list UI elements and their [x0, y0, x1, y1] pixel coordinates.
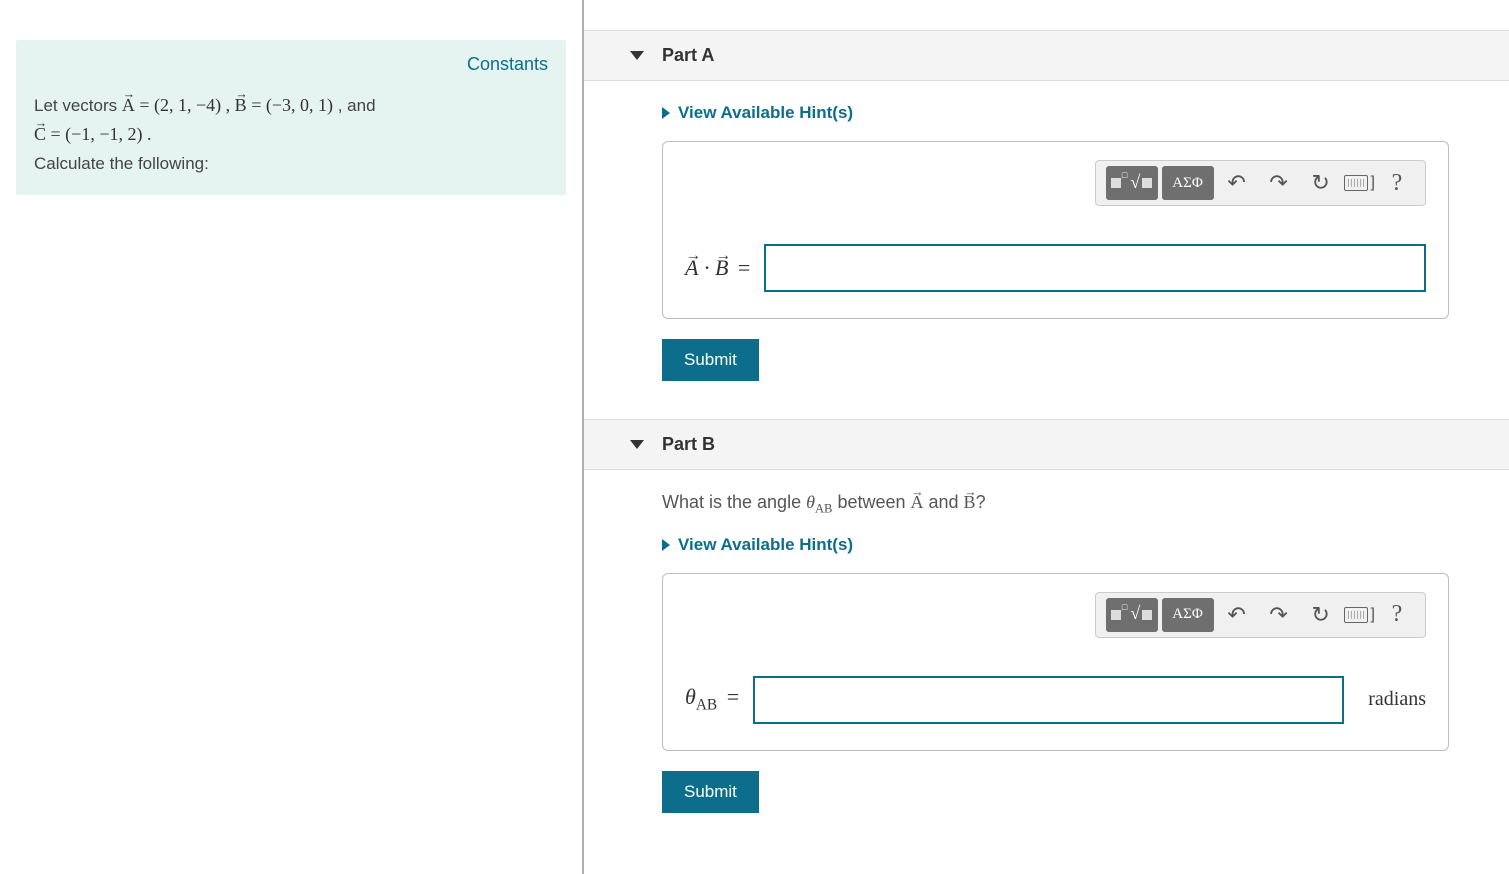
answer-box-a: □√ ΑΣΦ ↶ ↷ ↻ ] ? A · B = [662, 141, 1449, 319]
text-fragment: between [832, 492, 910, 512]
toolbar-row: □√ ΑΣΦ ↶ ↷ ↻ ] ? [685, 592, 1426, 638]
answer-input-a[interactable] [764, 244, 1426, 292]
vector-B: B [235, 91, 247, 120]
help-button[interactable]: ? [1379, 598, 1415, 632]
equals: = [732, 255, 750, 280]
caret-down-icon [630, 51, 644, 60]
separator: , and [333, 96, 376, 115]
separator: , [221, 95, 235, 115]
right-panel: Part A View Available Hint(s) □√ ΑΣΦ ↶ [584, 0, 1509, 874]
hints-label: View Available Hint(s) [678, 535, 853, 554]
problem-text: Let vectors A = (2, 1, −4) , B = (−3, 0,… [34, 91, 548, 177]
caret-down-icon [630, 440, 644, 449]
part-title: Part B [662, 434, 715, 455]
left-panel: Constants Let vectors A = (2, 1, −4) , B… [0, 0, 584, 874]
reset-button[interactable]: ↻ [1302, 166, 1340, 200]
equals: = [721, 684, 739, 709]
theta-sub: AB [815, 502, 833, 516]
submit-button-b[interactable]: Submit [662, 771, 759, 813]
hints-toggle[interactable]: View Available Hint(s) [662, 103, 1449, 123]
undo-button[interactable]: ↶ [1218, 598, 1256, 632]
toolbar-row: □√ ΑΣΦ ↶ ↷ ↻ ] ? [685, 160, 1426, 206]
text-fragment: What is the angle [662, 492, 806, 512]
part-b-section: Part B What is the angle θAB between A a… [584, 419, 1509, 813]
text-fragment: and [924, 492, 964, 512]
hints-label: View Available Hint(s) [678, 103, 853, 122]
greek-button[interactable]: ΑΣΦ [1162, 166, 1214, 200]
greek-button[interactable]: ΑΣΦ [1162, 598, 1214, 632]
input-row: A · B = [685, 244, 1426, 292]
hints-toggle[interactable]: View Available Hint(s) [662, 535, 1449, 555]
part-b-header[interactable]: Part B [584, 419, 1509, 470]
constants-link[interactable]: Constants [34, 54, 548, 75]
redo-button[interactable]: ↷ [1260, 166, 1298, 200]
redo-button[interactable]: ↷ [1260, 598, 1298, 632]
part-a-body: View Available Hint(s) □√ ΑΣΦ ↶ ↷ ↻ ] [584, 81, 1509, 381]
bracket: ] [1371, 174, 1375, 192]
unit-label: radians [1368, 688, 1426, 711]
value-B: = (−3, 0, 1) [247, 95, 333, 115]
keyboard-icon [1344, 175, 1368, 191]
help-button[interactable]: ? [1379, 166, 1415, 200]
text-fragment: ? [976, 492, 986, 512]
undo-button[interactable]: ↶ [1218, 166, 1256, 200]
theta-sub: AB [696, 697, 717, 714]
answer-box-b: □√ ΑΣΦ ↶ ↷ ↻ ] ? θAB = [662, 573, 1449, 751]
variable-label-b: θAB = [685, 684, 739, 714]
input-row: θAB = radians [685, 676, 1426, 724]
question-text: What is the angle θAB between A and B? [662, 492, 1449, 517]
theta: θ [806, 492, 815, 512]
caret-right-icon [662, 539, 670, 551]
template-icon: □√ [1111, 604, 1152, 625]
problem-statement-box: Constants Let vectors A = (2, 1, −4) , B… [16, 40, 566, 195]
template-button[interactable]: □√ [1106, 598, 1158, 632]
equation-toolbar: □√ ΑΣΦ ↶ ↷ ↻ ] ? [1095, 592, 1426, 638]
vec-B: B [964, 492, 976, 513]
part-a-header[interactable]: Part A [584, 30, 1509, 81]
value-A: = (2, 1, −4) [135, 95, 221, 115]
vector-A: A [122, 91, 135, 120]
value-C: = (−1, −1, 2) [46, 124, 142, 144]
part-title: Part A [662, 45, 714, 66]
main-layout: Constants Let vectors A = (2, 1, −4) , B… [0, 0, 1509, 874]
text-fragment: Calculate the following: [34, 154, 209, 173]
bracket: ] [1371, 606, 1375, 624]
equation-toolbar: □√ ΑΣΦ ↶ ↷ ↻ ] ? [1095, 160, 1426, 206]
part-a-section: Part A View Available Hint(s) □√ ΑΣΦ ↶ [584, 30, 1509, 381]
keyboard-button[interactable]: ] [1344, 174, 1375, 192]
template-button[interactable]: □√ [1106, 166, 1158, 200]
variable-label-a: A · B = [685, 255, 750, 281]
caret-right-icon [662, 107, 670, 119]
keyboard-icon [1344, 607, 1368, 623]
theta: θ [685, 684, 696, 709]
period: . [142, 124, 151, 144]
vec-B-label: B [715, 255, 728, 281]
answer-input-b[interactable] [753, 676, 1344, 724]
vector-C: C [34, 120, 46, 149]
vec-A-label: A [685, 255, 698, 281]
vec-A: A [911, 492, 924, 513]
reset-button[interactable]: ↻ [1302, 598, 1340, 632]
keyboard-button[interactable]: ] [1344, 606, 1375, 624]
part-b-body: What is the angle θAB between A and B? V… [584, 470, 1509, 813]
template-icon: □√ [1111, 173, 1152, 194]
submit-button-a[interactable]: Submit [662, 339, 759, 381]
